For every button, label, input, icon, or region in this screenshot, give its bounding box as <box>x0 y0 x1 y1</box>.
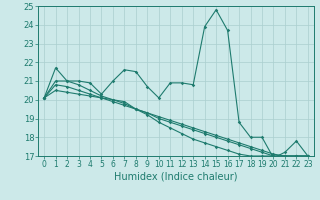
X-axis label: Humidex (Indice chaleur): Humidex (Indice chaleur) <box>114 172 238 182</box>
